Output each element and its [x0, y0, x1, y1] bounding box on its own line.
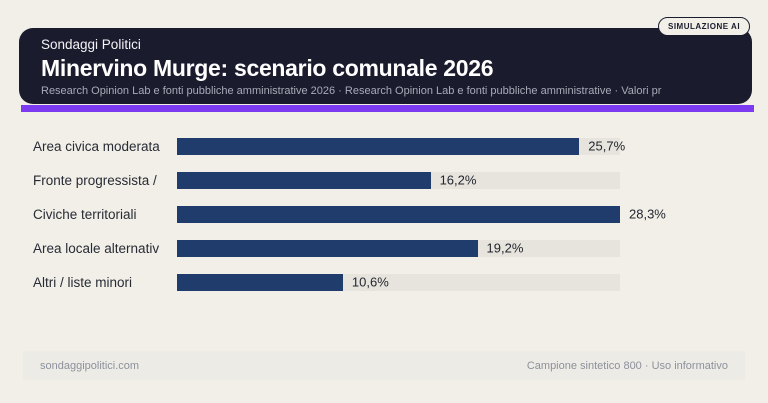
bar: [177, 137, 580, 155]
header: Sondaggi Politici Minervino Murge: scena…: [19, 28, 752, 104]
simulation-ai-badge-label: SIMULAZIONE AI: [668, 22, 741, 31]
value-label: 10,6%: [351, 274, 389, 290]
bar-track: 25,7%: [177, 137, 625, 155]
category-label: Area civica moderata: [33, 138, 160, 154]
bar-track: 19,2%: [177, 239, 620, 257]
chart-row: Area locale alternativ 19,2%: [33, 231, 753, 265]
category-label: Fronte progressista /: [33, 172, 157, 188]
bar: [177, 205, 620, 223]
site-kicker: Sondaggi Politici: [41, 37, 141, 52]
bar-track: 10,6%: [177, 273, 620, 291]
bar: [177, 239, 478, 257]
chart-row: Fronte progressista / 16,2%: [33, 163, 753, 197]
category-label: Civiche territoriali: [33, 206, 137, 222]
footer-sample-note: Campione sintetico 800 · Uso informativo: [526, 359, 728, 372]
footer: sondaggipolitici.com Campione sintetico …: [23, 351, 745, 380]
bar-track: 28,3%: [177, 205, 666, 223]
value-label: 25,7%: [588, 138, 626, 154]
value-label: 16,2%: [439, 172, 477, 188]
page-subtitle: Research Opinion Lab e fonti pubbliche a…: [41, 85, 662, 97]
bar-track: 16,2%: [177, 171, 620, 189]
bar: [177, 171, 431, 189]
poll-bar-chart: Area civica moderata 25,7% Fronte progress…: [33, 129, 753, 299]
value-label: 19,2%: [486, 240, 524, 256]
chart-row: Altri / liste minori 10,6%: [33, 265, 753, 299]
simulation-ai-badge: SIMULAZIONE AI: [658, 17, 751, 36]
accent-divider: [21, 105, 754, 112]
category-label: Area locale alternativ: [33, 240, 160, 256]
category-label: Altri / liste minori: [33, 274, 133, 290]
chart-row: Area civica moderata 25,7%: [33, 129, 753, 163]
bar: [177, 273, 343, 291]
value-label: 28,3%: [629, 206, 666, 222]
page-title: Minervino Murge: scenario comunale 2026: [41, 55, 494, 81]
footer-site-url: sondaggipolitici.com: [40, 359, 140, 372]
chart-row: Civiche territoriali 28,3%: [33, 197, 753, 231]
